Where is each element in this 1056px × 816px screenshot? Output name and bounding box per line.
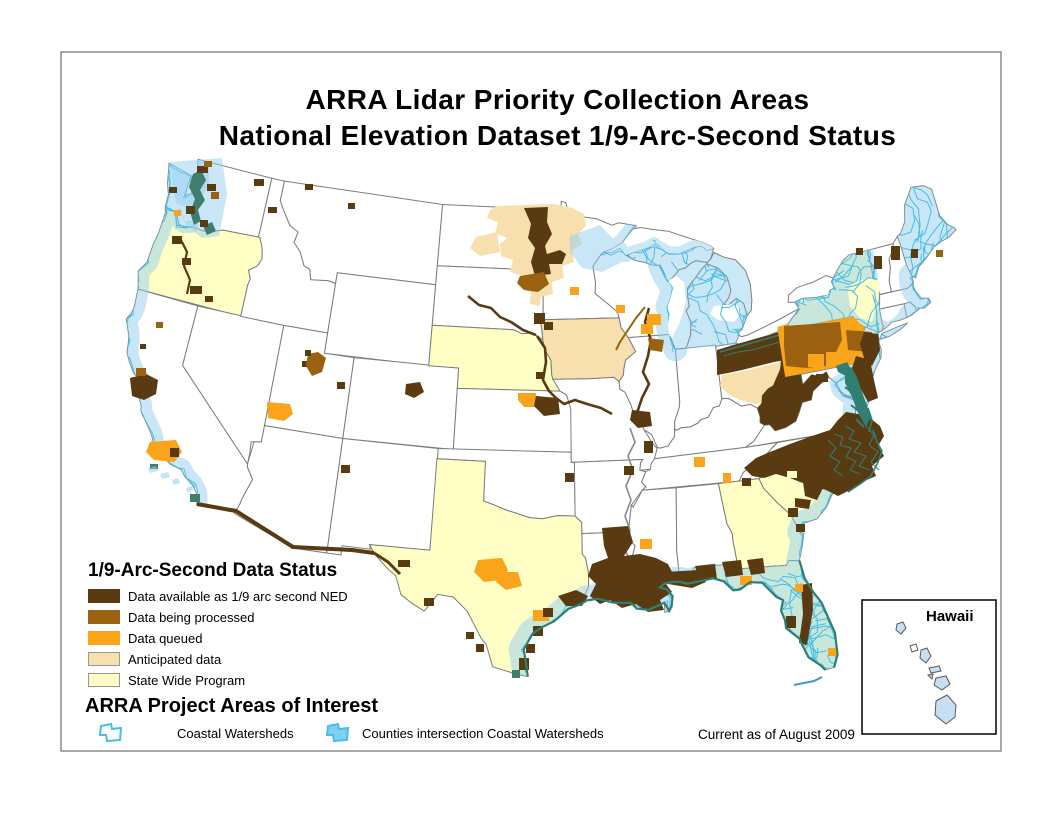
svg-text:Hawaii: Hawaii (926, 608, 974, 625)
